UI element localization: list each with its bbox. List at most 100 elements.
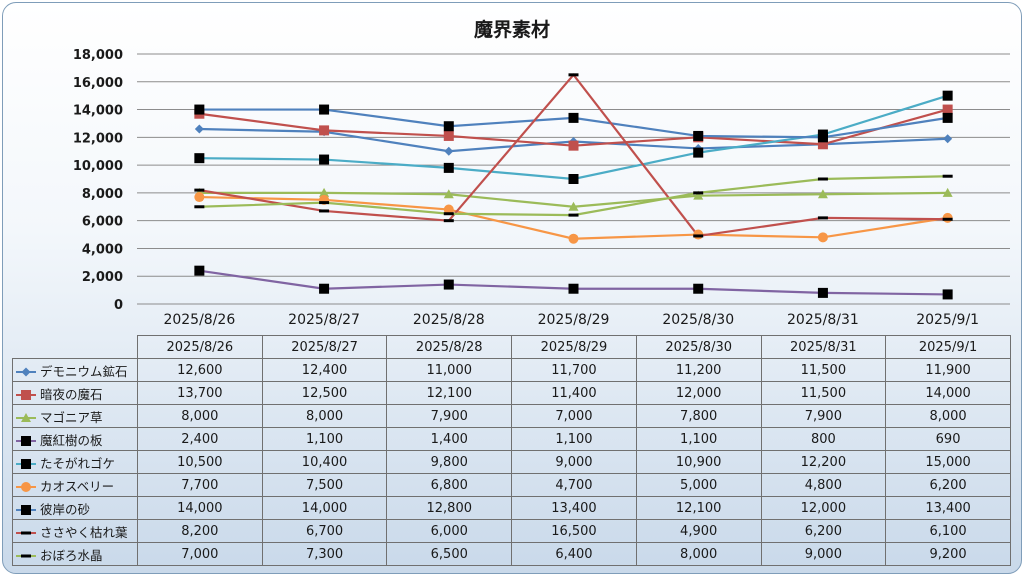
legend-key-marker — [21, 505, 31, 515]
data-point — [817, 232, 828, 243]
y-tick-label: 4,000 — [82, 242, 123, 257]
data-point — [443, 279, 454, 290]
table-cell: 7,000 — [137, 542, 263, 566]
table-cell: 10,500 — [137, 450, 263, 474]
data-point — [194, 104, 205, 115]
table-corner — [12, 335, 138, 359]
table-cell: 7,300 — [261, 542, 388, 566]
table-row: 彼岸の砂 14,000 14,000 12,800 13,400 12,100 12,000… — [12, 496, 1011, 520]
data-point — [194, 192, 205, 203]
y-tick-label: 6,000 — [82, 215, 123, 230]
table-cell: 13,400 — [885, 496, 1011, 520]
legend-key-marker — [21, 531, 31, 535]
table-cell: 1,100 — [261, 427, 388, 451]
table-cell: 4,800 — [760, 473, 887, 497]
series-name: 彼岸の砂 — [40, 501, 91, 517]
data-point — [693, 191, 704, 195]
table-cell: 9,000 — [511, 450, 637, 474]
table-cell: 6,000 — [386, 519, 513, 543]
data-point — [693, 283, 704, 294]
table-cell: 6,200 — [760, 519, 887, 543]
table-cell: 12,000 — [635, 381, 762, 405]
y-tick-label: 10,000 — [73, 159, 123, 174]
chart-title: 魔界素材 — [473, 19, 550, 41]
table-cell: 2,400 — [137, 427, 263, 451]
table-cell: 6,500 — [386, 542, 513, 566]
table-cell: 9,200 — [885, 542, 1011, 566]
table-cell: 9,000 — [760, 542, 887, 566]
legend-key-marker — [21, 390, 31, 400]
data-point — [817, 287, 828, 298]
legend-key-marker — [21, 459, 31, 469]
series-name: ささやく枯れ葉 — [40, 524, 128, 540]
table-cell: 11,700 — [511, 358, 637, 382]
table-row: マゴニア草 8,000 8,000 7,900 7,000 7,800 7,900 8,000 — [12, 404, 1011, 428]
legend-key-marker — [21, 436, 31, 446]
x-tick-label: 2025/8/26 — [163, 312, 235, 328]
legend-key-icon — [16, 505, 36, 515]
table-row: ささやく枯れ葉 8,200 6,700 6,000 16,500 4,900 6,200 6,… — [12, 519, 1011, 543]
table-cell: 6,400 — [511, 542, 637, 566]
table-cell: 16,500 — [511, 519, 637, 543]
legend-key-icon — [16, 459, 36, 469]
table-cell: 7,800 — [635, 404, 762, 428]
legend-key-icon — [16, 390, 36, 400]
table-cell: 11,000 — [386, 358, 513, 382]
y-tick-label: 8,000 — [82, 187, 123, 202]
table-cell: 11,200 — [635, 358, 762, 382]
data-point — [942, 289, 953, 300]
table-row: おぼろ水晶 7,000 7,300 6,500 6,400 8,000 9,000 9,200 — [12, 542, 1011, 566]
data-point — [443, 121, 454, 132]
table-cell: 7,000 — [511, 404, 637, 428]
legend-key-marker — [21, 367, 31, 377]
table-cell: 1,100 — [635, 427, 762, 451]
series-name: 暗夜の魔石 — [40, 386, 103, 402]
table-cell: 11,900 — [885, 358, 1011, 382]
data-point — [568, 201, 579, 211]
data-point — [817, 132, 828, 143]
table-cell: 1,400 — [386, 427, 513, 451]
table-cell: 11,500 — [760, 381, 887, 405]
series-line — [199, 73, 948, 238]
series-name: おぼろ水晶 — [40, 547, 103, 563]
y-tick-label: 14,000 — [73, 104, 123, 119]
table-cell: 12,000 — [760, 496, 887, 520]
table-cell: 8,200 — [137, 519, 263, 543]
table-cell: 12,400 — [261, 358, 388, 382]
table-cell: 14,000 — [261, 496, 388, 520]
data-point — [443, 130, 454, 141]
y-tick-label: 0 — [114, 298, 123, 313]
x-tick-label: 2025/8/28 — [413, 312, 485, 328]
table-cell: 6,700 — [261, 519, 388, 543]
table-cell: 1,100 — [511, 427, 637, 451]
series-label: ささやく枯れ葉 — [12, 519, 138, 543]
series-label: おぼろ水晶 — [12, 542, 138, 566]
series-name: たそがれゴケ — [40, 455, 116, 471]
x-tick-label: 2025/8/29 — [538, 312, 610, 328]
data-point — [817, 177, 828, 181]
data-point — [444, 146, 454, 156]
table-cell: 14,000 — [885, 381, 1011, 405]
table-cell: 13,400 — [511, 496, 637, 520]
table-cell: 5,000 — [635, 473, 762, 497]
table-row: デモニウム鉱石 12,600 12,400 11,000 11,700 11,200 11,… — [12, 358, 1011, 382]
data-point — [443, 162, 454, 173]
table-cell: 12,600 — [137, 358, 263, 382]
table-column-header: 2025/8/28 — [386, 335, 513, 359]
legend-key-icon — [16, 554, 36, 558]
table-cell: 6,100 — [885, 519, 1011, 543]
table-cell: 8,000 — [885, 404, 1011, 428]
data-point — [568, 213, 579, 217]
data-table: 2025/8/26 2025/8/27 2025/8/28 2025/8/29 2025… — [12, 335, 1011, 566]
table-cell: 9,800 — [386, 450, 513, 474]
series-label: マゴニア草 — [12, 404, 138, 428]
x-tick-label: 2025/8/31 — [787, 312, 859, 328]
table-cell: 800 — [760, 427, 887, 451]
series-label: 魔紅樹の板 — [12, 427, 138, 451]
data-point — [817, 189, 828, 199]
table-column-header: 2025/8/29 — [511, 335, 637, 359]
table-cell: 4,700 — [511, 473, 637, 497]
table-cell: 8,000 — [137, 404, 263, 428]
legend-key-icon — [16, 436, 36, 446]
